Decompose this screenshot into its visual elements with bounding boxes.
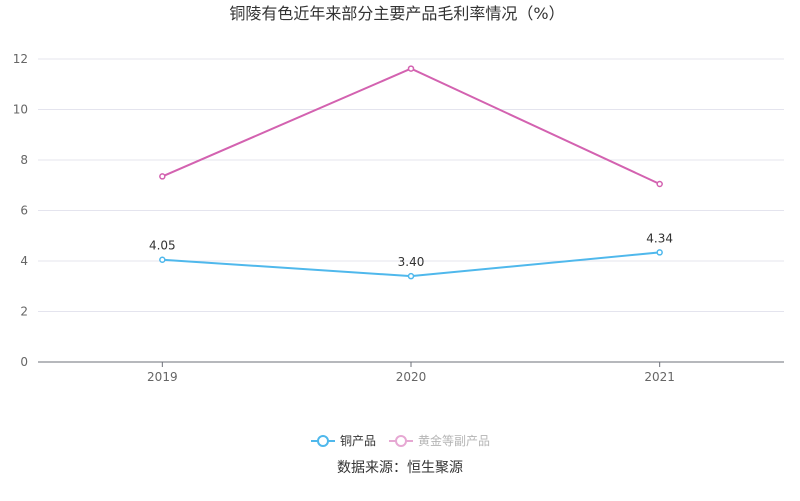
- x-tick-label: 2019: [147, 370, 178, 384]
- legend-marker: [395, 435, 407, 447]
- series-group: 4.05 3.40 4.34: [149, 65, 673, 280]
- data-point[interactable]: [407, 272, 415, 280]
- series-line: [161, 67, 661, 185]
- x-axis: 2019 2020 2021: [38, 361, 784, 384]
- data-point[interactable]: [159, 256, 166, 263]
- data-point[interactable]: [407, 65, 415, 72]
- source-note: 数据来源：恒生聚源: [337, 460, 463, 476]
- chart-title: 铜陵有色近年来部分主要产品毛利率情况（%）: [229, 4, 564, 23]
- data-label: 4.05: [149, 239, 176, 253]
- legend-label: 铜产品: [340, 433, 376, 448]
- legend-item[interactable]: 铜产品: [311, 433, 376, 448]
- data-point[interactable]: [656, 180, 663, 188]
- y-tick-label: 2: [20, 305, 28, 319]
- y-tick-label: 12: [13, 52, 28, 66]
- legend-label: 黄金等副产品: [418, 433, 490, 448]
- data-point[interactable]: [159, 173, 166, 180]
- x-tick-label: 2021: [644, 370, 675, 384]
- data-label: 4.34: [646, 231, 673, 245]
- y-tick-label: 0: [20, 355, 28, 369]
- legend-marker: [317, 435, 329, 447]
- y-tick-label: 6: [20, 204, 28, 218]
- data-point[interactable]: [656, 249, 663, 256]
- data-label: 3.40: [398, 255, 425, 269]
- y-tick-label: 4: [20, 254, 28, 268]
- y-axis: 0 2 4 6 8 10 12: [13, 52, 28, 369]
- y-tick-label: 10: [13, 103, 28, 117]
- x-tick-label: 2020: [396, 370, 427, 384]
- y-tick-label: 8: [20, 153, 28, 167]
- legend[interactable]: 铜产品 黄金等副产品: [311, 433, 490, 448]
- legend-item[interactable]: 黄金等副产品: [389, 433, 490, 448]
